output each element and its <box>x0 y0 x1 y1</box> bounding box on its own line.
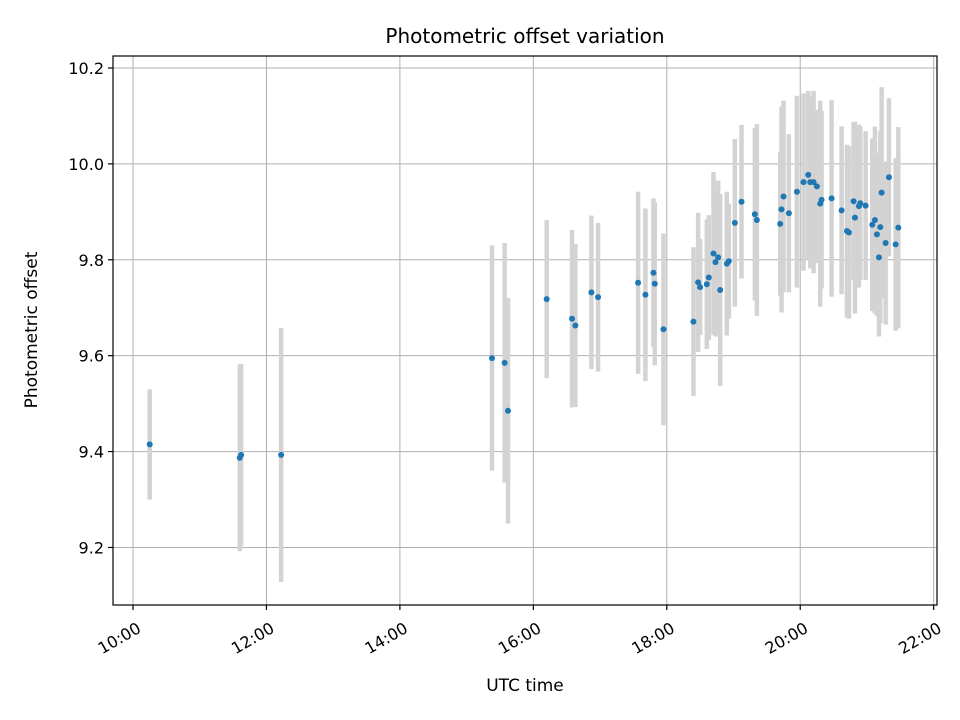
y-tick-label: 9.8 <box>79 251 104 270</box>
data-point <box>778 206 785 213</box>
data-point <box>780 193 787 200</box>
data-point <box>882 239 889 246</box>
data-point <box>588 289 595 296</box>
data-points <box>146 171 902 461</box>
data-point <box>851 214 858 221</box>
data-point <box>777 220 784 227</box>
data-point <box>543 296 550 303</box>
data-point <box>569 315 576 322</box>
data-point <box>697 284 704 291</box>
data-point <box>703 281 710 288</box>
chart-title: Photometric offset variation <box>385 24 664 48</box>
data-point <box>690 318 697 325</box>
data-point <box>738 198 745 205</box>
data-point <box>753 216 760 223</box>
data-point <box>885 174 892 181</box>
data-point <box>695 279 702 286</box>
data-point <box>850 198 857 205</box>
data-point <box>818 196 825 203</box>
data-point <box>712 259 719 266</box>
data-point <box>710 250 717 257</box>
y-tick-label: 10.2 <box>68 59 104 78</box>
data-point <box>857 200 864 207</box>
data-point <box>813 183 820 190</box>
data-point <box>751 211 758 218</box>
data-point <box>595 294 602 301</box>
data-point <box>146 441 153 448</box>
data-point <box>715 254 722 261</box>
data-point <box>793 188 800 195</box>
data-point <box>800 179 807 186</box>
x-tick-label: 20:00 <box>762 618 811 658</box>
data-point <box>838 207 845 214</box>
grid <box>113 56 937 605</box>
data-point <box>501 359 508 366</box>
error-bars <box>147 87 901 582</box>
data-point <box>238 451 245 458</box>
data-point <box>805 171 812 178</box>
data-point <box>873 231 880 238</box>
x-axis-label: UTC time <box>486 676 564 696</box>
y-axis-label: Photometric offset <box>22 251 42 408</box>
data-point <box>635 279 642 286</box>
x-tick-label: 10:00 <box>95 618 144 658</box>
x-tick-label: 18:00 <box>628 618 677 658</box>
data-point <box>731 219 738 226</box>
data-point <box>572 322 579 329</box>
data-point <box>660 326 667 333</box>
data-point <box>725 258 732 265</box>
data-point <box>845 229 852 236</box>
data-point <box>785 210 792 217</box>
data-point <box>892 241 899 248</box>
plot-frame <box>112 55 938 606</box>
y-tick-label: 9.2 <box>79 538 104 557</box>
y-tick-label: 9.4 <box>79 443 104 462</box>
x-tick-label: 22:00 <box>895 618 944 658</box>
data-point <box>875 254 882 261</box>
data-point <box>488 355 495 362</box>
data-point <box>717 286 724 293</box>
y-tick-label: 10.0 <box>68 155 104 174</box>
x-tick-label: 16:00 <box>495 618 544 658</box>
data-point <box>869 221 876 228</box>
data-point <box>642 291 649 298</box>
data-point <box>878 189 885 196</box>
data-point <box>862 202 869 209</box>
data-point <box>810 179 817 186</box>
x-tick-label: 12:00 <box>228 618 277 658</box>
data-point <box>871 216 878 223</box>
data-point <box>650 269 657 276</box>
y-tick-label: 9.6 <box>79 347 104 366</box>
data-point <box>651 280 658 287</box>
x-tick-label: 14:00 <box>361 618 410 658</box>
data-point <box>895 224 902 231</box>
data-point <box>278 451 285 458</box>
data-point <box>877 224 884 231</box>
data-point <box>705 274 712 281</box>
data-point <box>504 407 511 414</box>
data-point <box>828 195 835 202</box>
